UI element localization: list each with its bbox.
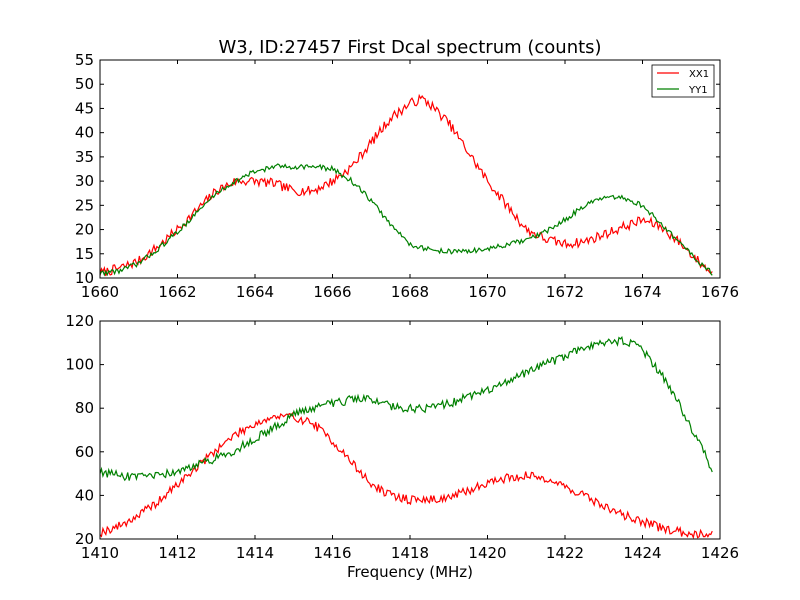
y-tick-label: 60 [75,443,94,461]
y-tick-label: 25 [75,196,94,214]
x-tick-label: 1674 [623,283,661,301]
y-tick-label: 40 [75,486,94,504]
series-line-red [100,411,713,539]
x-tick-label: 1662 [158,283,196,301]
y-tick-label: 35 [75,148,94,166]
y-tick-label: 10 [75,269,94,287]
y-tick-label: 55 [75,51,94,69]
x-tick-label: 1420 [468,544,506,562]
series-line-yy1 [100,163,713,277]
x-tick-label: 1664 [236,283,274,301]
y-tick-label: 15 [75,245,94,263]
y-tick-label: 20 [75,221,94,239]
bottom-panel-lines [100,335,713,539]
top-panel-frame [99,59,721,279]
legend: XX1 YY1 [651,64,715,98]
chart-title: W3, ID:27457 First Dcal spectrum (counts… [218,37,601,58]
top-panel: 1660 1662 1664 1666 1668 1670 1672 1674 1676 10 15… [75,51,739,301]
y-tick-label: 45 [75,99,94,117]
x-tick-label: 1666 [313,283,351,301]
top-panel-lines [100,93,713,277]
bottom-panel: 1410 1412 1414 1416 1418 1420 1422 1424 1426 20 40… [65,312,739,562]
y-tick-label: 40 [75,124,94,142]
y-tick-label: 100 [65,356,94,374]
x-tick-label: 1426 [701,544,739,562]
legend-label-yy1: YY1 [688,85,708,96]
top-panel-ticks: 1660 1662 1664 1666 1668 1670 1672 1674 1676 10 15… [75,51,739,301]
x-tick-label: 1668 [391,283,429,301]
y-tick-label: 50 [75,75,94,93]
bottom-panel-ticks: 1410 1412 1414 1416 1418 1420 1422 1424 1426 20 40… [65,312,739,562]
y-tick-label: 30 [75,172,94,190]
legend-box [651,64,715,98]
x-tick-label: 1412 [158,544,196,562]
x-tick-label: 1670 [468,283,506,301]
x-tick-label: 1660 [81,283,119,301]
series-line-green [100,335,713,482]
y-tick-label: 120 [65,312,94,330]
bottom-panel-frame [99,320,721,540]
y-tick-label: 20 [75,530,94,548]
y-tick-label: 80 [75,399,94,417]
x-tick-label: 1414 [236,544,274,562]
x-tick-label: 1416 [313,544,351,562]
x-tick-label: 1422 [546,544,584,562]
x-tick-label: 1676 [701,283,739,301]
x-tick-label: 1410 [81,544,119,562]
x-tick-label: 1418 [391,544,429,562]
legend-label-xx1: XX1 [689,69,709,80]
x-tick-label: 1424 [623,544,661,562]
x-axis-label: Frequency (MHz) [347,563,473,581]
x-tick-label: 1672 [546,283,584,301]
series-line-xx1 [100,93,713,277]
